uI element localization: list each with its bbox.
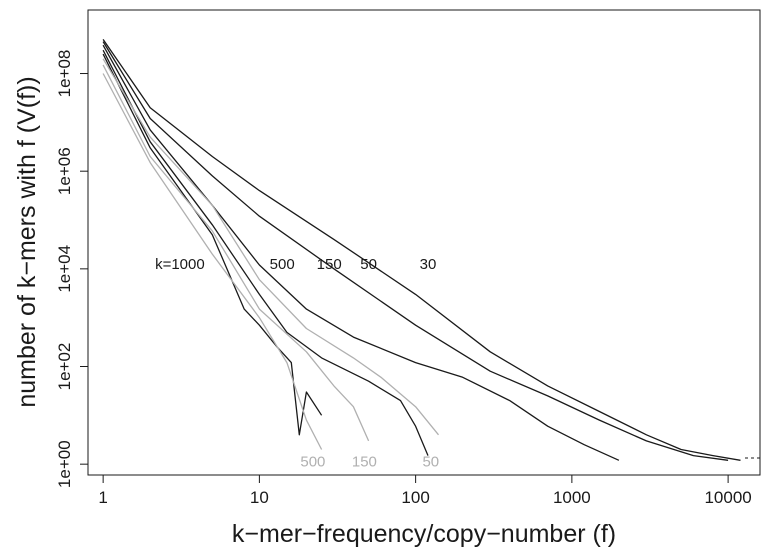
annotation-label-5: 500 <box>300 453 325 470</box>
annotation-label-0: k=1000 <box>155 256 205 273</box>
series-line-3 <box>102 49 429 456</box>
series-line-2 <box>102 44 620 461</box>
y-tick-label-0: 1e+00 <box>55 440 74 488</box>
series-line-7 <box>102 73 323 450</box>
annotation-label-6: 150 <box>352 453 377 470</box>
annotation-layer: k=1000 500 150 50 30 500 150 50 <box>155 256 439 471</box>
annotation-label-1: 500 <box>270 256 295 273</box>
x-tick-label-2: 100 <box>401 488 429 507</box>
y-axis-label: number of k−mers with f (V(f)) <box>13 76 41 407</box>
series-line-5 <box>102 58 440 436</box>
plot-frame <box>87 9 761 476</box>
x-tick-label-4: 10000 <box>704 488 751 507</box>
series-line-1 <box>102 41 729 461</box>
y-tick-label-4: 1e+08 <box>55 50 74 98</box>
series-line-0 <box>102 39 741 461</box>
x-tick-label-3: 1000 <box>553 488 591 507</box>
x-tick-label-1: 10 <box>250 488 269 507</box>
series-layer <box>102 39 741 461</box>
annotation-label-3: 50 <box>360 256 377 273</box>
annotation-label-4: 30 <box>420 256 437 273</box>
series-line-6 <box>102 64 370 442</box>
annotation-label-7: 50 <box>422 453 439 470</box>
y-tick-label-2: 1e+04 <box>55 245 74 293</box>
x-tick-label-0: 1 <box>98 488 107 507</box>
y-tick-label-3: 1e+06 <box>55 147 74 195</box>
x-axis-label: k−mer−frequency/copy−number (f) <box>232 520 616 548</box>
y-tick-label-1: 1e+02 <box>55 343 74 391</box>
y-axis: 1e+00 1e+02 1e+04 1e+06 1e+08 <box>55 50 88 488</box>
annotation-label-2: 150 <box>317 256 342 273</box>
series-line-4 <box>102 53 323 436</box>
x-axis: 1 10 100 1000 10000 <box>98 475 752 507</box>
